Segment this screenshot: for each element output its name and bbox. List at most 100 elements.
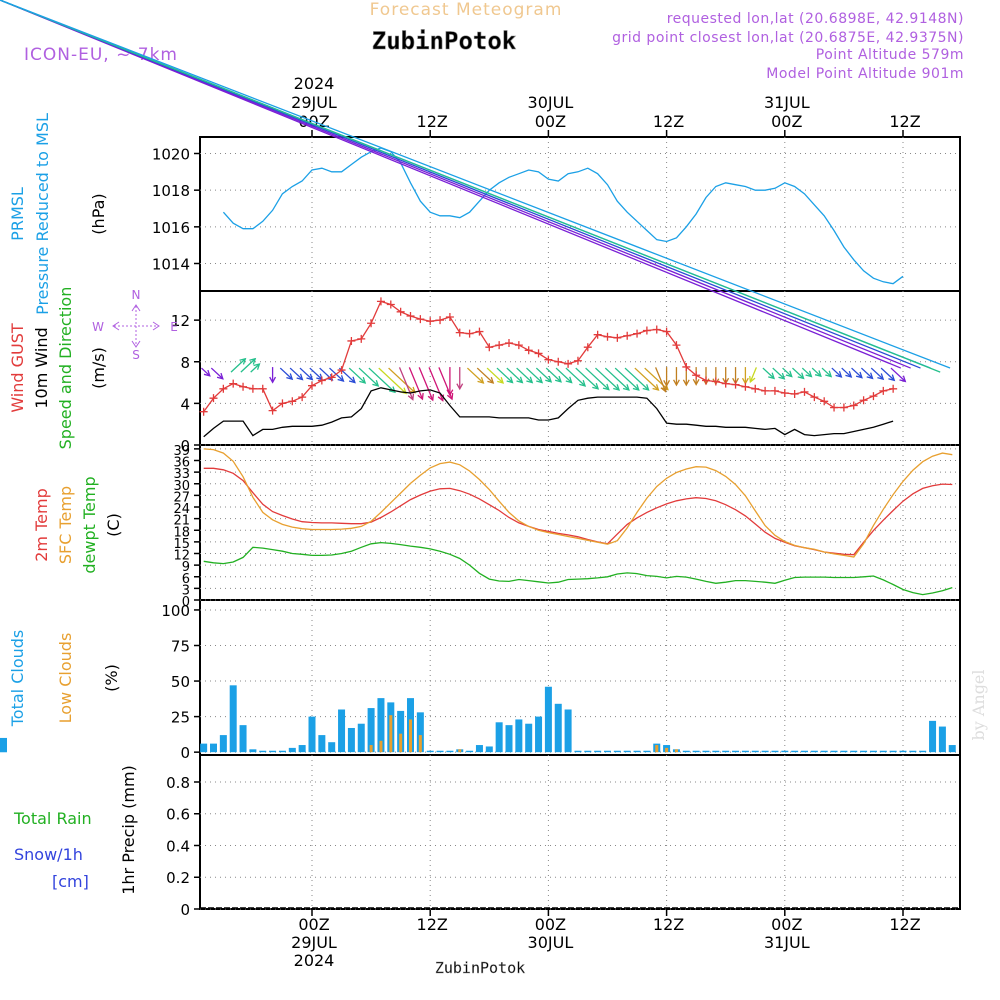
gust-marker	[258, 384, 267, 393]
gust-marker	[426, 317, 435, 326]
gust-marker	[692, 371, 701, 380]
gust-marker	[839, 403, 848, 412]
wind-arrow-head	[778, 372, 786, 380]
ytick-label-p3: 39	[173, 444, 190, 459]
ytick-label-p3: 15	[173, 537, 190, 552]
wind-arrow-head	[477, 377, 485, 384]
wind-arrow	[821, 367, 832, 378]
gust-marker	[406, 311, 415, 320]
gust-marker	[219, 384, 228, 393]
gust-marker	[761, 386, 770, 395]
wind-arrow	[299, 367, 313, 381]
wind-arrow	[210, 367, 224, 380]
wind-arrow-head	[613, 384, 621, 391]
total-cloud-bar	[269, 750, 277, 753]
total-cloud-bar	[397, 710, 405, 753]
wind-arrow	[555, 367, 573, 384]
gust-marker	[308, 381, 316, 390]
wind-arrow-head	[579, 379, 587, 387]
p5-legend-label: Snow/1h	[14, 845, 83, 864]
total-cloud-bar	[210, 743, 217, 753]
gust-marker	[445, 313, 454, 322]
ytick-label-p2: 0	[180, 437, 190, 455]
ytick-label-p3: 36	[173, 456, 190, 471]
total-cloud-bar	[288, 747, 296, 753]
total-cloud-bar	[485, 746, 493, 753]
compass-s: S	[132, 348, 140, 362]
total-cloud-bar	[919, 750, 927, 753]
wind-arrow	[388, 367, 416, 394]
wind-arrow-head	[203, 369, 211, 377]
time-label-bottom: 12Z	[417, 915, 448, 934]
gust-marker	[800, 387, 809, 396]
p3-axis-label: (C)	[104, 513, 123, 537]
gust-marker	[465, 329, 474, 338]
wind-arrow-head	[348, 376, 356, 384]
p5-legend-label: Total Rain	[13, 809, 92, 828]
total-cloud-bar	[761, 750, 769, 753]
low-cloud-bar	[418, 735, 422, 753]
total-cloud-bar	[229, 685, 237, 753]
wind-arrow	[634, 367, 659, 391]
time-label-bottom: 12Z	[653, 915, 684, 934]
gust-marker	[416, 315, 425, 324]
ytick-label-p3: 3	[182, 583, 190, 598]
low-cloud-bar	[674, 749, 678, 753]
wind-arrow-head	[427, 394, 435, 402]
gust-marker	[859, 396, 868, 405]
wind-arrow	[486, 367, 504, 384]
p2-axis-label: Speed and Direction	[56, 287, 75, 450]
ytick-label-p4: 25	[171, 709, 190, 727]
wind-arrow	[250, 363, 260, 373]
gust-marker	[711, 377, 720, 386]
wind-arrow	[240, 358, 256, 373]
ytick-label-p1: 1016	[152, 219, 190, 237]
gust-marker	[554, 357, 563, 366]
gust-marker	[879, 386, 888, 395]
gust-marker	[376, 297, 385, 306]
wind-arrow-head	[602, 383, 610, 391]
ytick-label-p1: 1018	[152, 182, 190, 200]
low-cloud-bar	[399, 733, 403, 753]
total-cloud-bar	[810, 750, 818, 753]
ytick-label-p3: 6	[182, 572, 190, 587]
gust-marker	[820, 397, 829, 406]
series-line-p1-0	[222, 147, 904, 285]
total-cloud-bar	[219, 735, 227, 753]
p1-axis-label: Pressure Reduced to MSL	[33, 113, 52, 315]
wind-arrow	[614, 367, 640, 391]
wind-arrow	[880, 367, 895, 381]
p2-axis-label: (m/s)	[89, 347, 108, 389]
ytick-label-p4: 50	[171, 673, 190, 691]
ytick-label-p3: 33	[173, 467, 190, 482]
requested-coords: requested lon,lat (20.6898E, 42.9148N)	[667, 11, 964, 27]
gust-marker	[790, 390, 799, 399]
point-altitude: Point Altitude 579m	[816, 47, 964, 63]
wind-arrow	[230, 358, 246, 373]
time-label-bottom: 30JUL	[528, 933, 574, 952]
time-label-top: 30JUL	[528, 93, 574, 112]
wind-arrow	[516, 367, 533, 384]
wind-arrow-head	[554, 375, 562, 383]
time-label-bottom: 29JUL	[291, 933, 337, 952]
wind-arrow	[792, 367, 805, 379]
wind-arrow-head	[899, 375, 907, 383]
ytick-label-p4: 0	[180, 744, 190, 762]
ytick-label-p2: 8	[180, 354, 190, 372]
ytick-label-p3: 12	[173, 549, 190, 564]
wind-arrow	[289, 367, 303, 381]
total-cloud-bar	[751, 750, 759, 753]
ytick-label-p3: 18	[173, 525, 190, 540]
total-cloud-bar	[278, 750, 286, 753]
wind-arrow	[585, 367, 610, 391]
wind-arrow-head	[253, 363, 261, 370]
ytick-label-p3: 21	[173, 514, 190, 529]
wind-arrow	[749, 367, 757, 383]
wind-arrow-head	[536, 376, 544, 384]
ytick-label-p4: 100	[161, 602, 190, 620]
wind-arrow	[890, 367, 906, 382]
closest-coords: grid point closest lon,lat (20.6875E, 42…	[612, 30, 964, 46]
wind-arrow-head	[835, 371, 843, 378]
wind-arrow	[496, 367, 513, 384]
